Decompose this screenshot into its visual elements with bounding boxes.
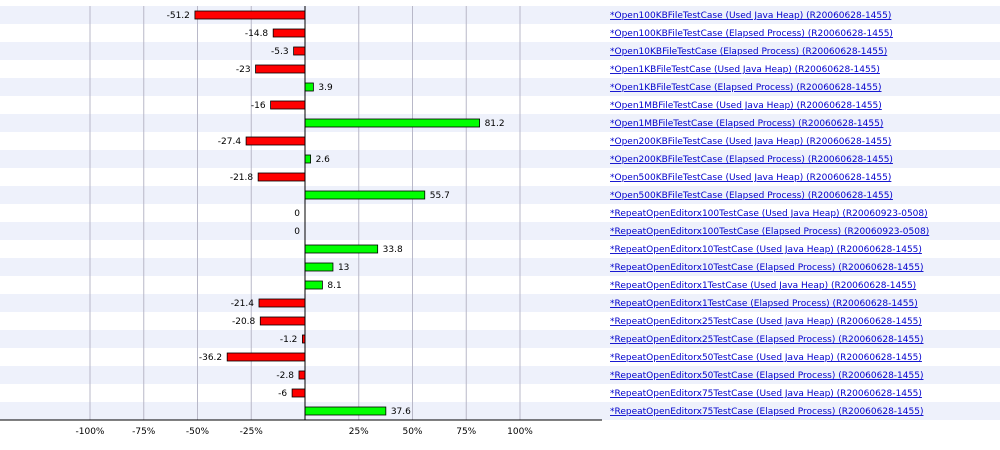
bar — [258, 298, 306, 308]
value-label: 0 — [294, 209, 300, 219]
category-link[interactable]: *Open10KBFileTestCase (Elapsed Process) … — [610, 47, 887, 57]
value-label: 8.1 — [327, 281, 341, 291]
tick-label: -75% — [132, 427, 156, 437]
value-label: -20.8 — [232, 317, 256, 327]
category-links: *Open100KBFileTestCase (Used Java Heap) … — [610, 11, 929, 417]
bar — [304, 118, 480, 128]
category-link[interactable]: *RepeatOpenEditorx25TestCase (Used Java … — [610, 317, 922, 327]
bar — [245, 136, 306, 146]
category-link[interactable]: *Open1MBFileTestCase (Used Java Heap) (R… — [610, 101, 882, 111]
row-band — [0, 402, 1000, 420]
category-link[interactable]: *Open500KBFileTestCase (Used Java Heap) … — [610, 173, 891, 183]
bar — [226, 352, 306, 362]
bar — [272, 28, 306, 38]
row-band — [0, 42, 1000, 60]
category-link[interactable]: *RepeatOpenEditorx50TestCase (Used Java … — [610, 353, 922, 363]
tick-label: 75% — [456, 427, 476, 437]
bar — [255, 64, 306, 74]
category-link[interactable]: *RepeatOpenEditorx1TestCase (Elapsed Pro… — [610, 299, 918, 309]
row-band — [0, 114, 1000, 132]
value-label: -14.8 — [245, 29, 269, 39]
bar — [293, 46, 306, 56]
x-axis — [0, 6, 602, 421]
row-band — [0, 366, 1000, 384]
bar — [259, 316, 306, 326]
category-link[interactable]: *RepeatOpenEditorx10TestCase (Elapsed Pr… — [610, 263, 923, 273]
bar — [194, 10, 306, 20]
bar — [304, 82, 314, 92]
category-link[interactable]: *Open500KBFileTestCase (Elapsed Process)… — [610, 191, 893, 201]
value-label: 37.6 — [391, 407, 411, 417]
row-band — [0, 78, 1000, 96]
bar — [270, 100, 306, 110]
bar — [304, 406, 387, 416]
value-label: 3.9 — [318, 83, 333, 93]
bars — [194, 10, 480, 416]
category-link[interactable]: *Open1KBFileTestCase (Elapsed Process) (… — [610, 83, 882, 93]
value-label: -23 — [236, 65, 251, 75]
tick-label: 100% — [507, 427, 533, 437]
category-link[interactable]: *Open100KBFileTestCase (Used Java Heap) … — [610, 11, 891, 21]
bar — [298, 370, 306, 380]
row-band — [0, 150, 1000, 168]
bar — [304, 154, 311, 164]
row-band — [0, 294, 1000, 312]
category-link[interactable]: *RepeatOpenEditorx75TestCase (Elapsed Pr… — [610, 407, 923, 417]
tick-label: -100% — [76, 427, 105, 437]
value-label: 55.7 — [430, 191, 450, 201]
row-band — [0, 222, 1000, 240]
value-label: -1.2 — [280, 335, 298, 345]
value-label: 13 — [338, 263, 349, 273]
value-label: -21.8 — [230, 173, 254, 183]
value-label: -16 — [251, 101, 266, 111]
value-label: -27.4 — [218, 137, 242, 147]
value-label: -51.2 — [167, 11, 190, 21]
category-link[interactable]: *RepeatOpenEditorx100TestCase (Elapsed P… — [610, 227, 929, 237]
value-label: 2.6 — [316, 155, 331, 165]
row-band — [0, 6, 1000, 24]
row-band — [0, 258, 1000, 276]
category-link[interactable]: *RepeatOpenEditorx100TestCase (Used Java… — [610, 209, 928, 219]
category-link[interactable]: *RepeatOpenEditorx50TestCase (Elapsed Pr… — [610, 371, 923, 381]
category-link[interactable]: *Open1KBFileTestCase (Used Java Heap) (R… — [610, 65, 880, 75]
tick-label: 50% — [402, 427, 422, 437]
x-tick-labels: -100% -75% -50% -25% 25% 50% 75% 100% — [76, 427, 534, 437]
value-labels: -51.2 -14.8-5.3 -23 3.9 -16 81.2 -27.4 2.6 -21.8… — [167, 11, 505, 417]
bar — [304, 280, 323, 290]
category-link[interactable]: *Open1MBFileTestCase (Elapsed Process) (… — [610, 119, 883, 129]
category-link[interactable]: *RepeatOpenEditorx25TestCase (Elapsed Pr… — [610, 335, 923, 345]
row-bands — [0, 6, 1000, 420]
value-label: 81.2 — [485, 119, 505, 129]
value-label: -2.8 — [276, 371, 294, 381]
value-label: -5.3 — [271, 47, 289, 57]
category-link[interactable]: *RepeatOpenEditorx10TestCase (Used Java … — [610, 245, 922, 255]
value-label: 0 — [294, 227, 300, 237]
grid-lines — [89, 6, 521, 420]
bar — [304, 244, 379, 254]
value-label: 33.8 — [383, 245, 403, 255]
category-link[interactable]: *Open200KBFileTestCase (Elapsed Process)… — [610, 155, 893, 165]
category-link[interactable]: *Open200KBFileTestCase (Used Java Heap) … — [610, 137, 891, 147]
tick-label: -25% — [240, 427, 264, 437]
value-label: -21.4 — [231, 299, 255, 309]
value-label: -36.2 — [199, 353, 222, 363]
bar — [291, 388, 306, 398]
row-band — [0, 330, 1000, 348]
category-link[interactable]: *RepeatOpenEditorx75TestCase (Used Java … — [610, 389, 922, 399]
tick-label: 25% — [349, 427, 369, 437]
tick-label: -50% — [186, 427, 210, 437]
bar — [257, 172, 306, 182]
row-band — [0, 186, 1000, 204]
value-label: -6 — [278, 389, 287, 399]
category-link[interactable]: *Open100KBFileTestCase (Elapsed Process)… — [610, 29, 893, 39]
category-link[interactable]: *RepeatOpenEditorx1TestCase (Used Java H… — [610, 281, 916, 291]
bar — [304, 262, 334, 272]
bar — [304, 190, 426, 200]
